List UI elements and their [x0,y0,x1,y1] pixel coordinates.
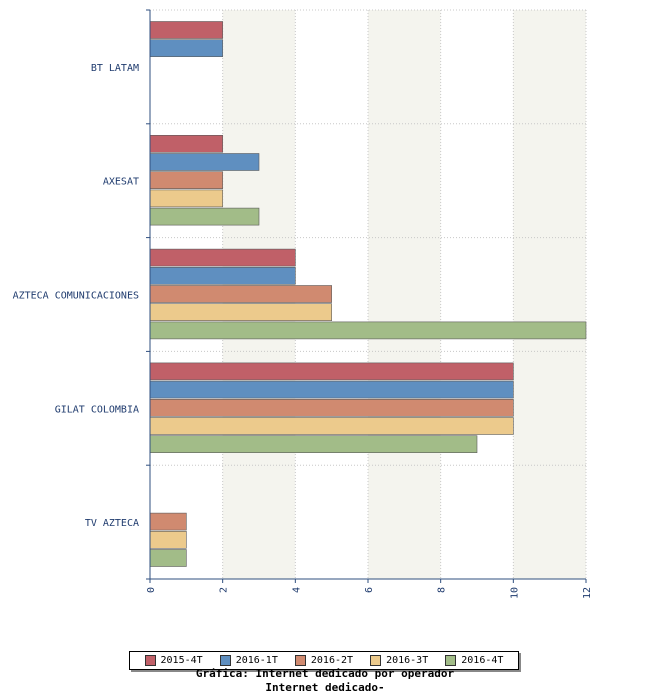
bar [149,266,296,285]
x-tick-label: 4 [291,587,302,593]
plot-band [368,10,441,579]
legend-item: 2015-4T [144,655,203,666]
bar [149,435,478,454]
bar [149,285,332,303]
legend-swatch [144,655,156,666]
bar [149,39,223,58]
legend-swatch [370,655,382,666]
x-tick-label: 12 [582,587,593,599]
legend-swatch [294,655,306,666]
chart-caption-line-2: Internet dedicado- [265,681,385,694]
bar [149,362,514,381]
bar [149,380,514,399]
legend-item: 2016-1T [219,655,278,666]
bar [149,549,187,567]
x-tick-label: 8 [437,587,448,593]
legend-item: 2016-2T [294,655,354,666]
bar [149,207,260,226]
bar [149,153,260,171]
x-tick-label: 0 [146,587,157,593]
bar [149,398,514,417]
bar [149,303,332,322]
legend-label: 2016-2T [310,655,354,666]
category-label: BT LATAM [91,63,139,74]
legend-item: 2016-4T [445,655,503,666]
x-tick-label: 6 [364,587,375,593]
legend-swatch [445,655,457,666]
bar [149,171,223,189]
legend-label: 2016-4T [461,655,504,666]
chart-legend: 2015-4T 2016-1T 2016-2T 2016-3T 2016-4T [129,651,519,670]
category-label: GILAT COLOMBIA [55,404,139,415]
category-label: AXESAT [103,177,139,188]
legend-item: 2016-3T [370,655,428,666]
bar [149,530,187,549]
bar [149,512,187,531]
x-tick-label: 2 [219,587,230,593]
bar [149,248,296,267]
category-label: AZTECA COMUNICACIONES [13,291,139,302]
x-tick-label: 10 [509,587,520,599]
legend-label: 2015-4T [160,655,203,666]
plot-band [513,10,586,579]
chart-caption-line-1: Gráfica: Internet dedicado por operador [195,667,455,680]
bar [149,417,514,435]
bar [149,135,223,153]
bar-chart: BT LATAM AXESAT AZTECA COMUNICACIONES GILAT… [13,9,593,599]
legend-label: 2016-1T [235,655,278,666]
bar [149,321,587,340]
bar [149,189,223,208]
category-label: TV AZTECA [85,518,139,529]
plot-band [440,10,514,579]
legend-swatch [219,655,231,666]
legend-label: 2016-3T [386,655,429,666]
bar [149,21,223,39]
